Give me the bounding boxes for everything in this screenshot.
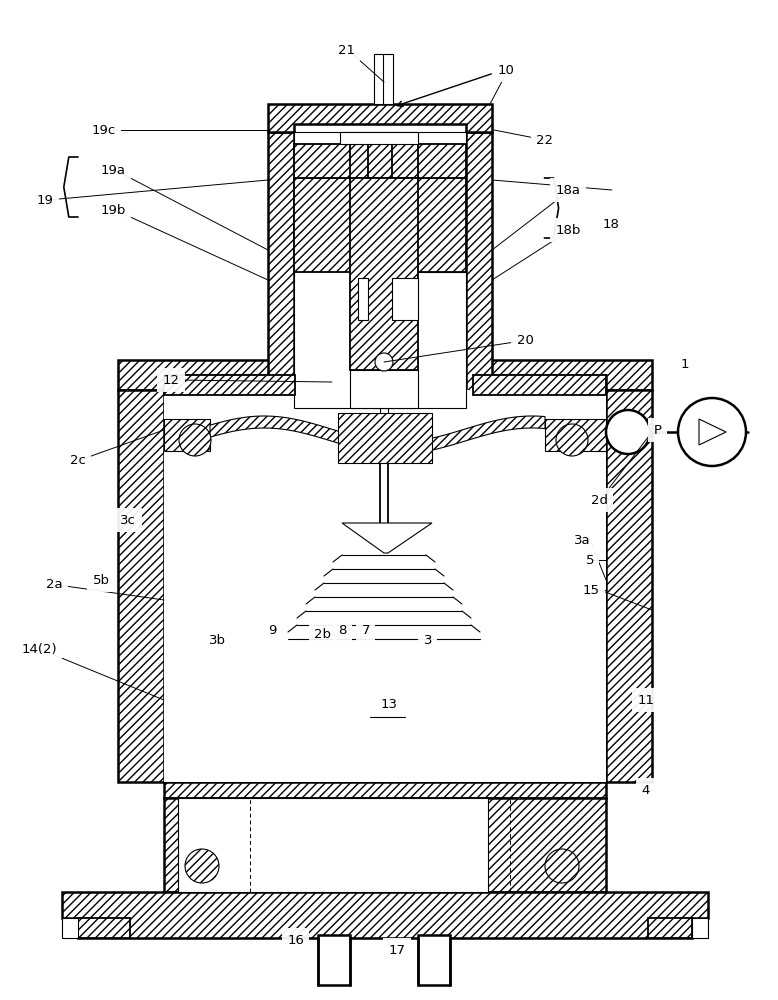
Polygon shape [294,178,368,272]
Text: 13: 13 [380,698,398,712]
Polygon shape [545,419,606,451]
Polygon shape [210,416,545,454]
Text: 18b: 18b [555,224,580,236]
Polygon shape [268,104,492,132]
Text: 2c: 2c [70,454,86,466]
Polygon shape [0,798,62,938]
Text: 18: 18 [602,219,619,232]
Polygon shape [164,419,210,451]
Text: 4: 4 [642,784,650,796]
Polygon shape [164,375,295,395]
Polygon shape [708,798,778,938]
Text: 3a: 3a [573,534,591,546]
Polygon shape [350,178,418,370]
Polygon shape [268,0,492,104]
Text: 19c: 19c [91,123,116,136]
Polygon shape [606,390,652,782]
Circle shape [185,849,219,883]
Polygon shape [648,918,692,938]
Circle shape [179,424,211,456]
Text: 10: 10 [497,64,514,77]
Polygon shape [0,0,268,446]
Bar [340,132,418,144]
Text: 2a: 2a [46,578,63,591]
Text: 2b: 2b [314,629,331,642]
Circle shape [606,410,650,454]
Polygon shape [358,278,368,320]
Text: 7: 7 [362,624,370,637]
Text: 3b: 3b [209,634,226,647]
Text: 5b: 5b [93,574,110,586]
Bar [418,935,450,985]
Text: 20: 20 [517,334,534,347]
Polygon shape [492,0,778,446]
Text: 3: 3 [424,634,432,647]
Bar [318,935,350,985]
Text: 22: 22 [536,133,553,146]
Text: 2d: 2d [591,493,608,506]
Polygon shape [392,144,418,178]
Polygon shape [295,392,473,408]
Text: P: P [654,424,661,436]
Polygon shape [418,370,436,408]
Polygon shape [473,375,606,395]
Polygon shape [78,918,130,938]
Text: 19: 19 [37,194,54,207]
Text: 12: 12 [163,373,180,386]
Text: 21: 21 [338,43,355,56]
Polygon shape [268,132,294,408]
Polygon shape [392,278,418,320]
Polygon shape [294,144,466,178]
Text: 19a: 19a [100,163,125,176]
Polygon shape [338,413,432,463]
Circle shape [556,424,588,456]
Text: 18a: 18a [555,184,580,196]
Text: 11: 11 [637,694,654,706]
Text: 1: 1 [681,359,689,371]
Polygon shape [62,918,78,938]
Polygon shape [164,798,606,892]
Bar [383,54,393,104]
Circle shape [545,849,579,883]
Polygon shape [392,178,466,272]
Text: 16: 16 [287,934,304,946]
Polygon shape [332,370,350,408]
Polygon shape [350,144,368,178]
Polygon shape [652,360,778,798]
Polygon shape [0,360,118,798]
Text: 14(2): 14(2) [21,644,57,656]
Text: 3c: 3c [121,514,136,526]
Bar [294,132,466,408]
Bar [178,798,488,892]
Text: 5: 5 [586,554,594,566]
Bar [350,370,418,408]
Bar [374,54,385,104]
Text: 17: 17 [388,944,405,956]
Polygon shape [118,390,164,782]
Text: 8: 8 [338,624,346,637]
Bar [164,390,606,782]
Polygon shape [466,132,492,408]
Text: 9: 9 [268,624,276,637]
Polygon shape [314,370,454,392]
Circle shape [678,398,746,466]
Polygon shape [164,782,606,798]
Text: 15: 15 [583,584,600,596]
Polygon shape [342,523,432,553]
Polygon shape [62,892,708,938]
Polygon shape [692,918,708,938]
Polygon shape [118,360,652,390]
Circle shape [375,353,393,371]
Polygon shape [699,419,726,445]
Bar [294,132,466,408]
Text: 19b: 19b [100,204,125,217]
